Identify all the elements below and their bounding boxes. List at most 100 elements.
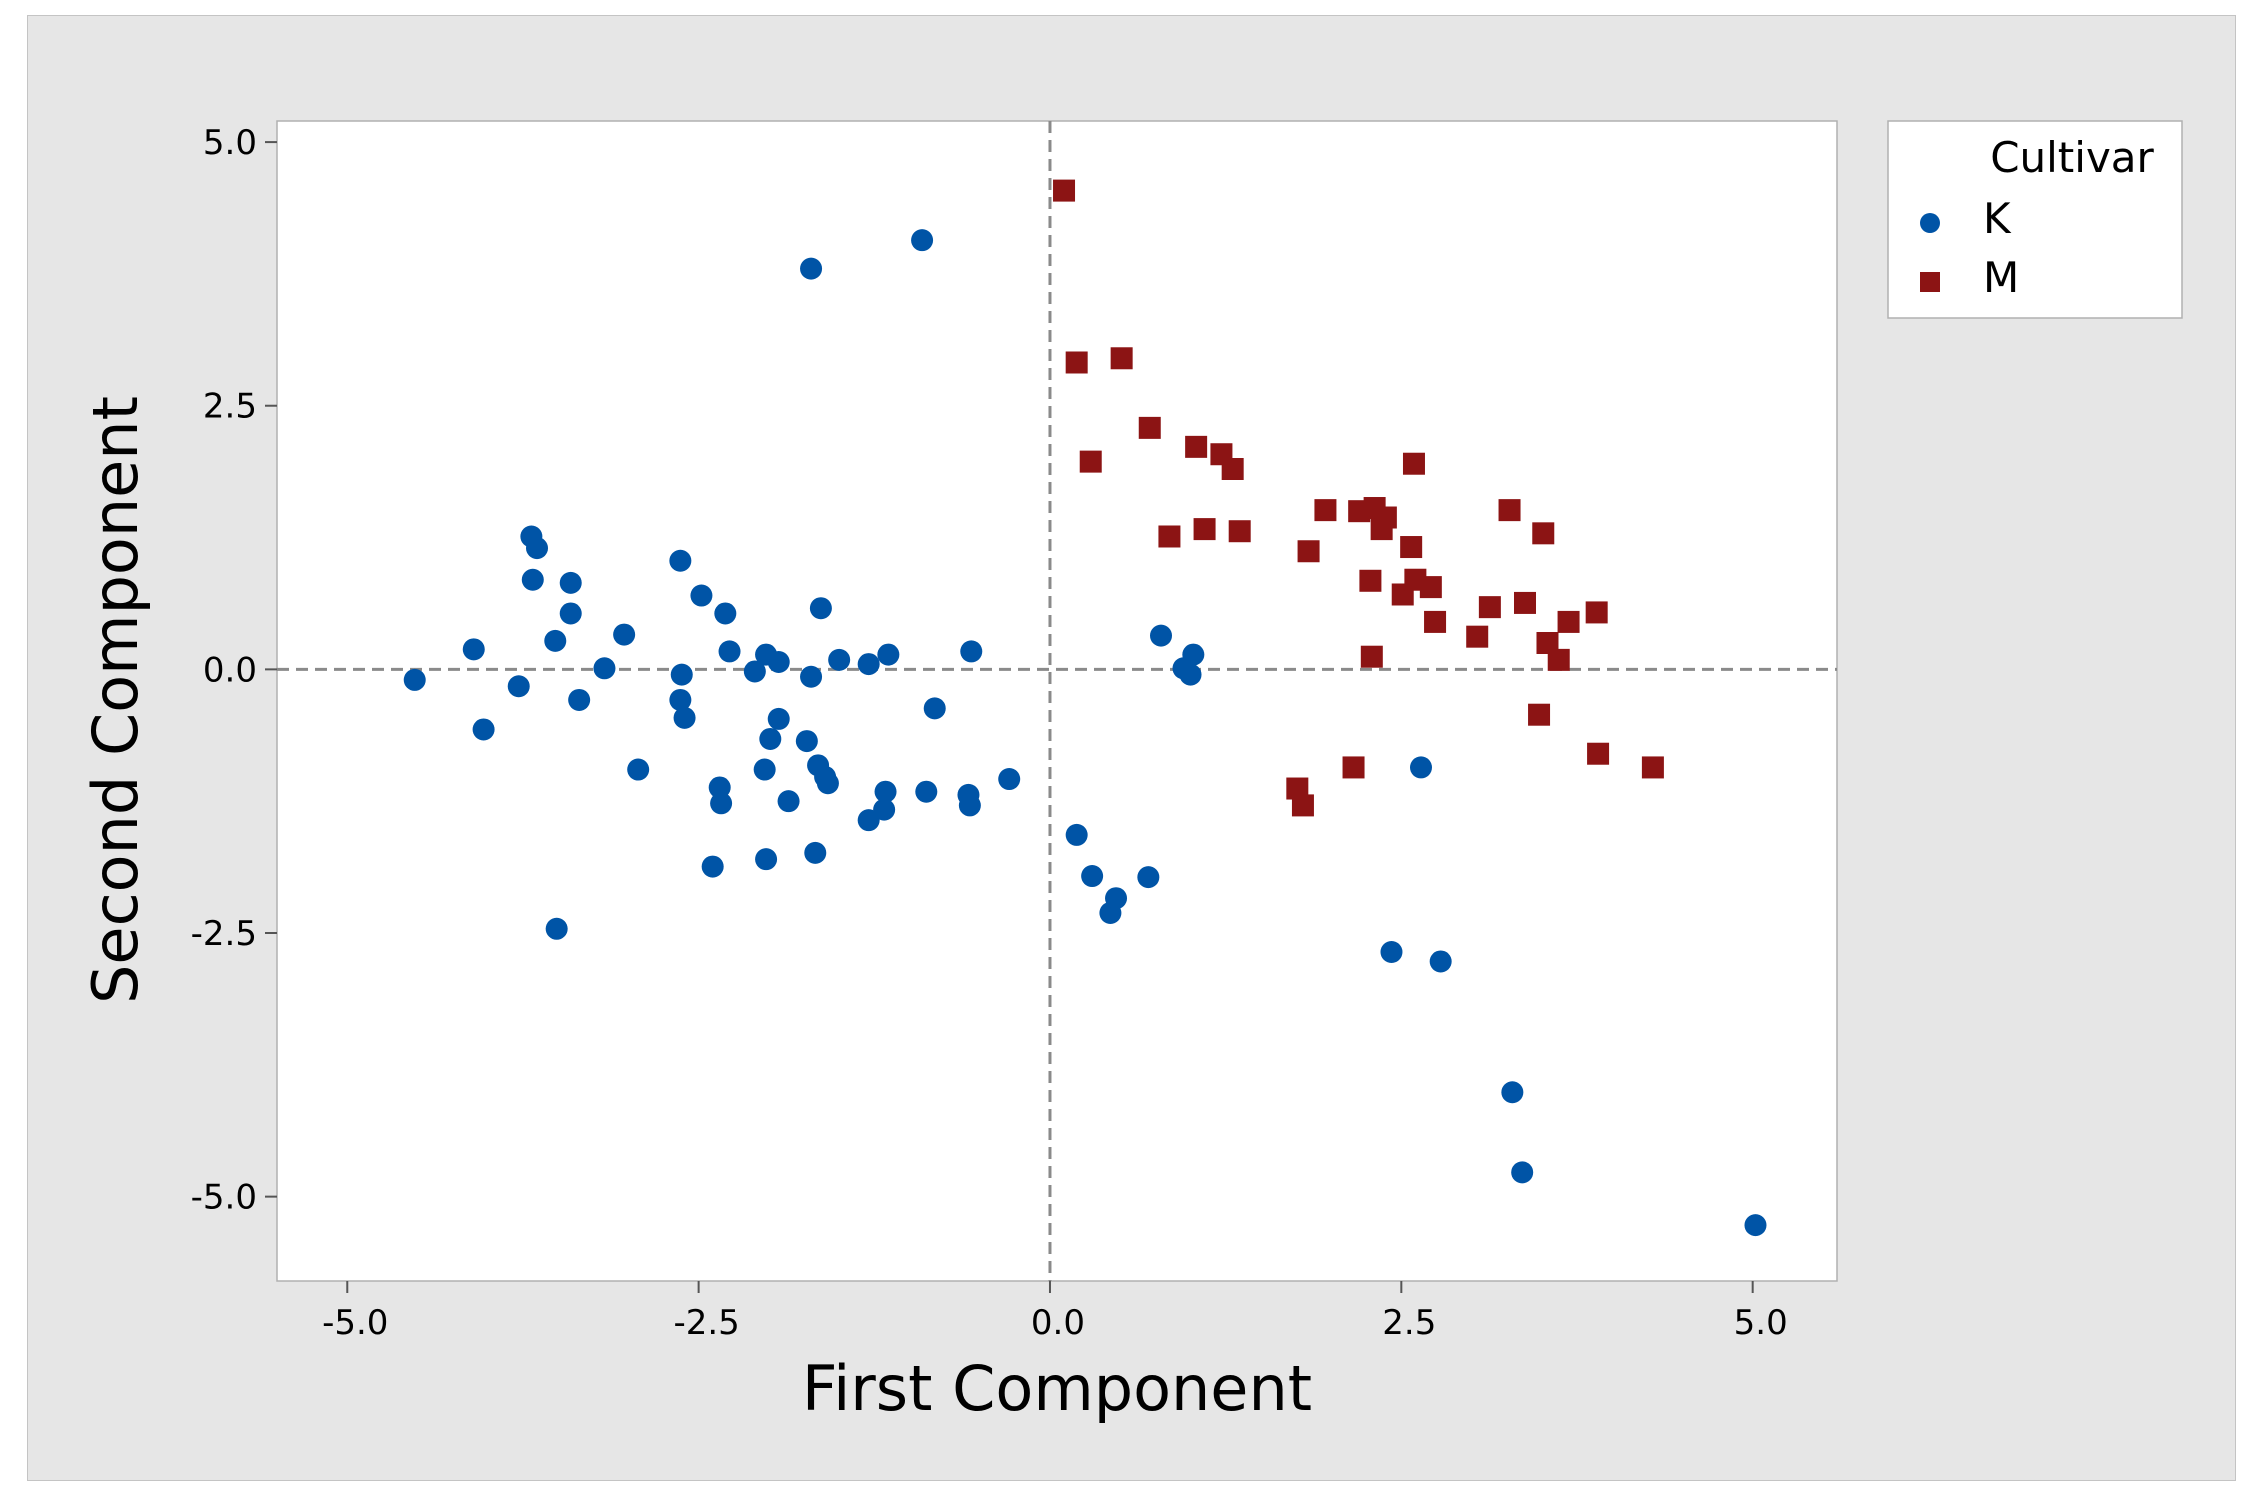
point-m xyxy=(1585,601,1608,624)
point-m xyxy=(1110,347,1133,370)
legend: Cultivar K M xyxy=(1887,120,2183,319)
point-m xyxy=(1424,610,1447,633)
point-m xyxy=(1228,520,1251,543)
point-m xyxy=(1297,540,1320,563)
point-m xyxy=(1478,596,1501,619)
point-k xyxy=(911,229,934,252)
point-k xyxy=(472,718,495,741)
point-m xyxy=(1514,591,1536,614)
point-k xyxy=(559,602,582,625)
data-points xyxy=(403,179,1767,1237)
point-m xyxy=(1359,569,1382,592)
point-k xyxy=(816,772,839,795)
point-k xyxy=(568,688,591,711)
legend-label-k: K xyxy=(1983,194,2012,243)
point-k xyxy=(1137,866,1160,889)
point-k xyxy=(1501,1081,1524,1104)
point-k xyxy=(708,776,731,799)
point-k xyxy=(958,794,981,817)
point-k xyxy=(857,653,880,676)
point-k xyxy=(1179,663,1202,686)
point-m xyxy=(1557,610,1580,633)
x-tick-label: 0.0 xyxy=(1031,1303,1085,1343)
legend-label-m: M xyxy=(1983,253,2019,302)
point-k xyxy=(1429,950,1452,973)
point-k xyxy=(759,727,782,750)
point-k xyxy=(809,597,832,620)
x-axis-ticks: -5.0 -2.5 0.0 2.5 5.0 xyxy=(322,1281,1788,1343)
point-k xyxy=(915,780,938,803)
point-k xyxy=(526,537,548,560)
legend-marker-m xyxy=(1920,272,1940,292)
point-m xyxy=(1641,756,1664,779)
point-m xyxy=(1286,777,1309,800)
y-axis-title: Second Component xyxy=(79,396,152,1004)
point-m xyxy=(1374,506,1397,529)
point-m xyxy=(1532,522,1555,545)
x-tick-label: 2.5 xyxy=(1382,1303,1436,1343)
x-tick-label: -5.0 xyxy=(322,1303,388,1343)
point-k xyxy=(1081,865,1104,888)
point-k xyxy=(755,848,778,871)
point-k xyxy=(767,650,790,673)
point-k xyxy=(1380,940,1403,963)
point-k xyxy=(743,660,766,683)
point-m xyxy=(1498,499,1521,522)
x-axis-title: First Component xyxy=(802,1352,1312,1425)
point-k xyxy=(874,780,897,803)
legend-marker-k xyxy=(1920,213,1940,233)
point-m xyxy=(1291,794,1314,817)
plot-area xyxy=(276,120,1838,1282)
point-k xyxy=(521,568,544,591)
y-tick-label: -5.0 xyxy=(191,1178,257,1218)
point-k xyxy=(559,571,582,594)
point-k xyxy=(690,584,713,607)
point-k xyxy=(710,792,733,815)
point-k xyxy=(403,668,426,691)
point-k xyxy=(462,638,485,661)
point-m xyxy=(1053,179,1076,202)
point-k xyxy=(1065,823,1088,846)
point-k xyxy=(673,706,696,729)
point-k xyxy=(613,623,636,646)
point-k xyxy=(1182,643,1205,666)
point-k xyxy=(795,730,818,753)
point-m xyxy=(1314,499,1337,522)
point-k xyxy=(800,257,823,280)
point-k xyxy=(857,809,880,832)
point-m xyxy=(1185,435,1208,458)
point-m xyxy=(1360,645,1383,668)
point-k xyxy=(873,798,896,821)
x-tick-label: -2.5 xyxy=(673,1303,739,1343)
point-k xyxy=(828,648,851,671)
y-tick-label: -2.5 xyxy=(191,914,257,954)
legend-title: Cultivar xyxy=(1990,133,2154,182)
point-k xyxy=(998,768,1021,791)
point-m xyxy=(1342,756,1365,779)
point-k xyxy=(670,663,693,686)
point-m xyxy=(1419,576,1442,599)
point-m xyxy=(1138,416,1161,439)
point-m xyxy=(1547,648,1570,671)
point-k xyxy=(960,640,983,663)
point-k xyxy=(593,657,616,680)
y-tick-label: 5.0 xyxy=(203,123,257,163)
point-m xyxy=(1221,458,1244,480)
point-m xyxy=(1536,632,1559,654)
point-k xyxy=(545,917,568,940)
point-m xyxy=(1158,525,1181,548)
point-m xyxy=(1079,450,1102,473)
point-k xyxy=(800,665,823,688)
point-k xyxy=(544,629,567,652)
point-k xyxy=(701,855,724,878)
point-k xyxy=(767,707,790,730)
point-m xyxy=(1193,518,1216,541)
point-k xyxy=(1511,1161,1534,1184)
point-k xyxy=(877,643,900,666)
point-m xyxy=(1402,452,1425,475)
point-k xyxy=(923,697,946,720)
x-tick-label: 5.0 xyxy=(1734,1303,1788,1343)
point-k xyxy=(1410,756,1432,779)
point-k xyxy=(753,758,776,781)
